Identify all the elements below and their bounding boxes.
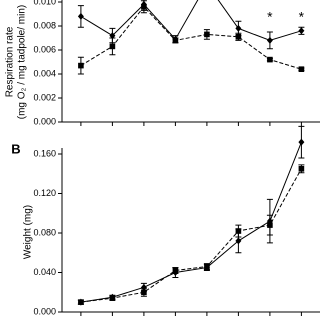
marker (235, 34, 242, 40)
marker (140, 283, 147, 291)
marker (267, 56, 273, 63)
y-tick-label: 0.006 (33, 44, 56, 54)
marker (235, 237, 242, 245)
marker (109, 32, 116, 40)
marker (172, 37, 179, 44)
y-axis-label: (mg O₂ / mg tadpole/ min) (17, 5, 28, 119)
series-line (80, 168, 302, 303)
marker (78, 62, 84, 69)
series-line (80, 6, 302, 70)
y-axis-label: Weight (mg) (23, 205, 34, 259)
marker (109, 295, 116, 301)
marker (141, 289, 147, 296)
y-tick-label: 0.000 (33, 116, 56, 126)
y-tick-label: 0.004 (33, 68, 56, 78)
y-tick-label: 0.008 (33, 20, 56, 30)
y-axis-label: Respiration rate (5, 26, 16, 97)
marker (204, 263, 210, 270)
marker (298, 66, 305, 72)
marker (109, 43, 116, 50)
marker (141, 4, 147, 10)
marker (204, 31, 210, 38)
marker (267, 222, 273, 228)
marker (77, 12, 84, 20)
marker (78, 299, 84, 305)
y-tick-label: 0.040 (33, 267, 56, 277)
panel-label: B (11, 141, 20, 156)
marker (172, 267, 179, 274)
y-tick-label: 0.160 (33, 148, 56, 158)
marker (298, 138, 305, 146)
annotation: * (299, 8, 305, 24)
marker (298, 166, 305, 172)
y-tick-label: 0.080 (33, 227, 56, 237)
annotation: * (267, 8, 273, 24)
y-tick-label: 0.010 (33, 0, 56, 6)
series-line (80, 141, 302, 303)
marker (235, 24, 242, 32)
y-tick-label: 0.000 (33, 306, 56, 316)
y-tick-label: 0.002 (33, 92, 56, 102)
marker (298, 27, 305, 35)
y-tick-label: 0.120 (33, 188, 56, 198)
marker (266, 36, 273, 44)
marker (235, 228, 242, 234)
series-line (80, 0, 302, 41)
